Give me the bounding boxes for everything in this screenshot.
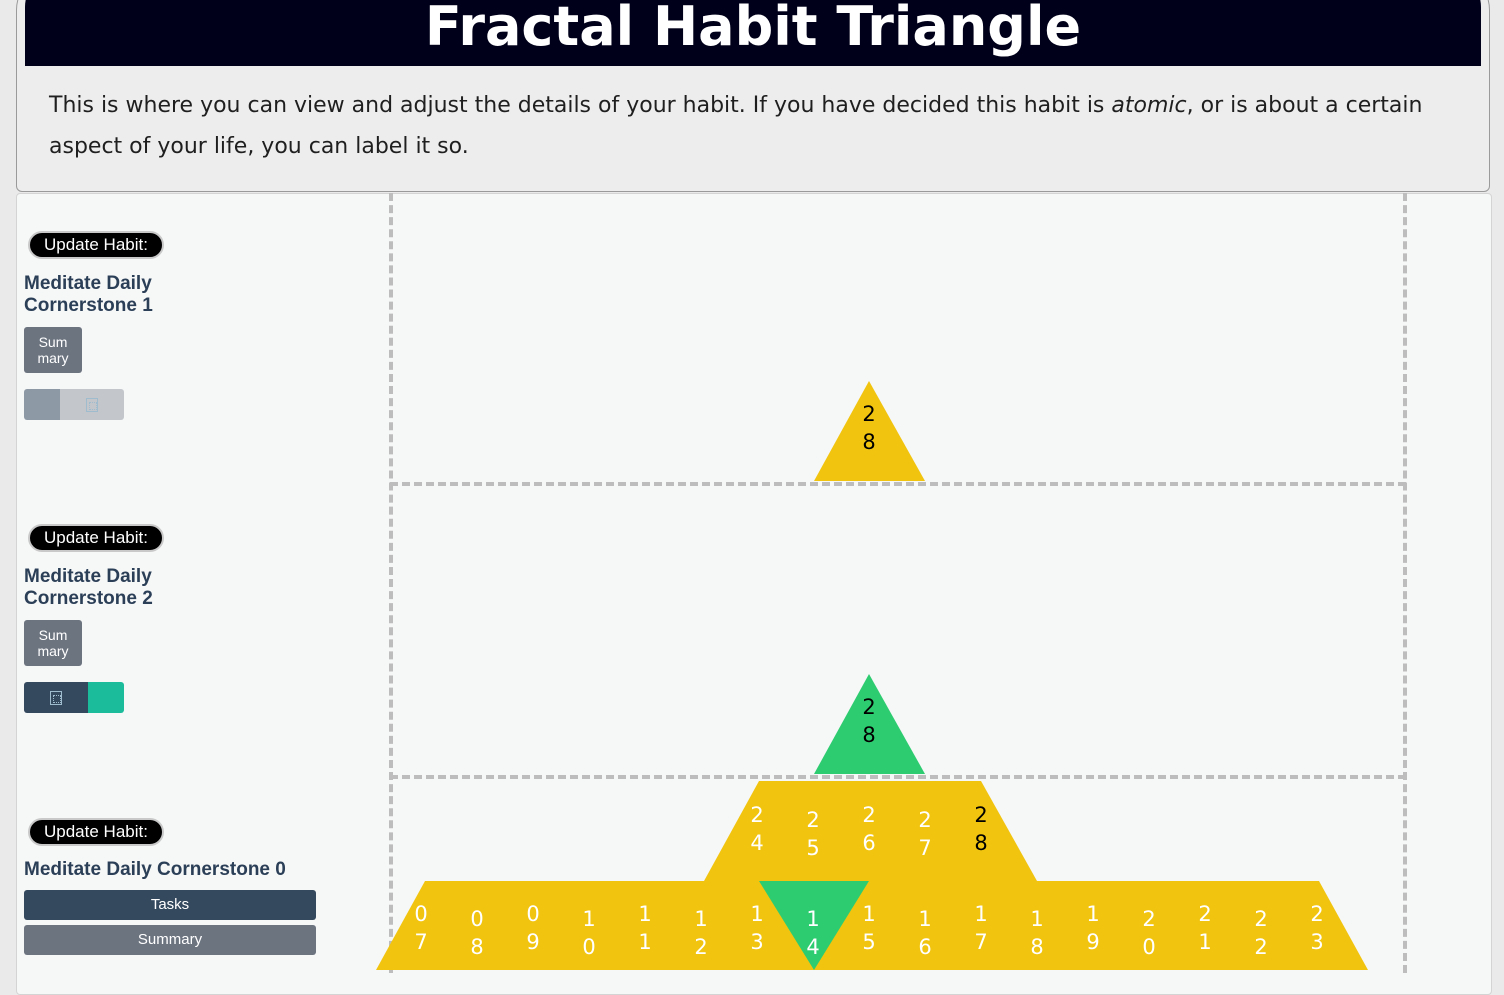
lower-row-cell-12-digit-1: 1	[694, 907, 707, 931]
lower-row-cell-07-digit-2: 7	[414, 930, 427, 954]
lower-row-cell-21-digit-2: 1	[1198, 930, 1211, 954]
habit-name: Meditate Daily Cornerstone 0	[24, 859, 286, 880]
lower-row-cell-09-digit-1: 0	[526, 902, 539, 926]
page-title: Fractal Habit Triangle	[424, 0, 1082, 58]
update-habit-button[interactable]: Update Habit:	[28, 524, 164, 552]
habit-card-1: Update Habit: Meditate Daily Cornerstone…	[24, 231, 164, 420]
habit-name: Meditate Daily Cornerstone 1	[24, 273, 153, 316]
upper-row-cell-27-digit-2: 7	[918, 836, 931, 860]
lower-row-cell-22-digit-1: 2	[1254, 907, 1267, 931]
lower-row-cell-19-digit-1: 1	[1086, 902, 1099, 926]
atomic-emphasis: atomic	[1111, 93, 1187, 118]
triangle-cell-14[interactable]	[759, 881, 869, 970]
grid-icon	[86, 397, 98, 412]
view-toggle[interactable]	[24, 389, 124, 420]
triangle-middle-label-digit-2: 8	[862, 723, 875, 747]
triangle-row-upper[interactable]	[704, 781, 1037, 881]
upper-row-cell-27-digit-1: 2	[918, 808, 931, 832]
lower-row-cell-18-digit-1: 1	[1030, 907, 1043, 931]
lower-row-cell-10-digit-2: 0	[582, 935, 595, 959]
summary-button[interactable]: Sum mary	[24, 620, 82, 666]
lower-row-cell-23-digit-2: 3	[1310, 930, 1323, 954]
lower-row-cell-16-digit-2: 6	[918, 935, 931, 959]
lower-row-cell-10-digit-1: 1	[582, 907, 595, 931]
lower-row-cell-16-digit-1: 1	[918, 907, 931, 931]
habit-triangle-canvas: 2 8 2 8 2 4 2 5 2 6 2 7 2 8 0 7 0 8 0 9 1 0 1 1 1 2 1 3 1 4 1 5 1 6 1 7 1 8 1 9…	[376, 381, 1368, 970]
lower-row-cell-19-digit-2: 9	[1086, 930, 1099, 954]
triangle-middle-label-digit-1: 2	[862, 695, 875, 719]
upper-row-cell-25-digit-1: 2	[806, 808, 819, 832]
toggle-left[interactable]	[24, 389, 60, 420]
toggle-left[interactable]	[24, 682, 88, 713]
lower-row-cell-13-digit-2: 3	[750, 930, 763, 954]
page-description: This is where you can view and adjust th…	[49, 93, 1423, 159]
lower-row-cell-21-digit-1: 2	[1198, 902, 1211, 926]
lower-row-cell-15-digit-2: 5	[862, 930, 875, 954]
view-toggle[interactable]	[24, 682, 124, 713]
habit-card-2: Update Habit: Meditate Daily Cornerstone…	[24, 524, 164, 713]
upper-row-cell-24-digit-2: 4	[750, 831, 763, 855]
tasks-button[interactable]: Tasks	[24, 890, 316, 920]
title-bar: Fractal Habit Triangle	[25, 0, 1481, 66]
toggle-right[interactable]	[60, 389, 124, 420]
lower-row-cell-14-digit-2: 4	[806, 935, 819, 959]
toggle-right[interactable]	[88, 682, 124, 713]
upper-row-cell-28-digit-1: 2	[974, 803, 987, 827]
lower-row-cell-08-digit-2: 8	[470, 935, 483, 959]
triangle-row-lower[interactable]	[376, 881, 1368, 970]
lower-row-cell-17-digit-1: 1	[974, 902, 987, 926]
triangle-top-label-digit-1: 2	[862, 402, 875, 426]
upper-row-cell-26-digit-1: 2	[862, 803, 875, 827]
lower-row-cell-15-digit-1: 1	[862, 902, 875, 926]
habit-name: Meditate Daily Cornerstone 2	[24, 566, 153, 609]
habit-card-3: Update Habit: Meditate Daily Cornerstone…	[24, 818, 316, 955]
upper-row-cell-28-digit-2: 8	[974, 831, 987, 855]
triangle-top-single[interactable]	[814, 381, 925, 481]
summary-button[interactable]: Sum mary	[24, 327, 82, 373]
lower-row-cell-11-digit-2: 1	[638, 930, 651, 954]
triangle-top-label-digit-2: 8	[862, 430, 875, 454]
lower-row-cell-23-digit-1: 2	[1310, 902, 1323, 926]
lower-row-cell-20-digit-1: 2	[1142, 907, 1155, 931]
lower-row-cell-13-digit-1: 1	[750, 902, 763, 926]
update-habit-button[interactable]: Update Habit:	[28, 231, 164, 259]
column-divider-right	[1403, 193, 1407, 973]
upper-row-cell-26-digit-2: 6	[862, 831, 875, 855]
lower-row-cell-09-digit-2: 9	[526, 930, 539, 954]
column-divider-left	[389, 193, 393, 973]
row-divider-2	[390, 775, 1406, 779]
lower-row-cell-08-digit-1: 0	[470, 907, 483, 931]
lower-row-cell-14-digit-1: 1	[806, 907, 819, 931]
lower-row-cell-20-digit-2: 0	[1142, 935, 1155, 959]
upper-row-cell-24-digit-1: 2	[750, 803, 763, 827]
lower-row-cell-11-digit-1: 1	[638, 902, 651, 926]
lower-row-cell-22-digit-2: 2	[1254, 935, 1267, 959]
lower-row-cell-07-digit-1: 0	[414, 902, 427, 926]
triangle-middle-single[interactable]	[814, 674, 925, 774]
header-panel: Fractal Habit Triangle This is where you…	[16, 0, 1490, 192]
lower-row-cell-18-digit-2: 8	[1030, 935, 1043, 959]
grid-icon	[50, 690, 62, 705]
update-habit-button[interactable]: Update Habit:	[28, 818, 164, 846]
lower-row-cell-12-digit-2: 2	[694, 935, 707, 959]
summary-button[interactable]: Summary	[24, 925, 316, 955]
lower-row-cell-17-digit-2: 7	[974, 930, 987, 954]
row-divider-1	[390, 482, 1406, 486]
upper-row-cell-25-digit-2: 5	[806, 836, 819, 860]
